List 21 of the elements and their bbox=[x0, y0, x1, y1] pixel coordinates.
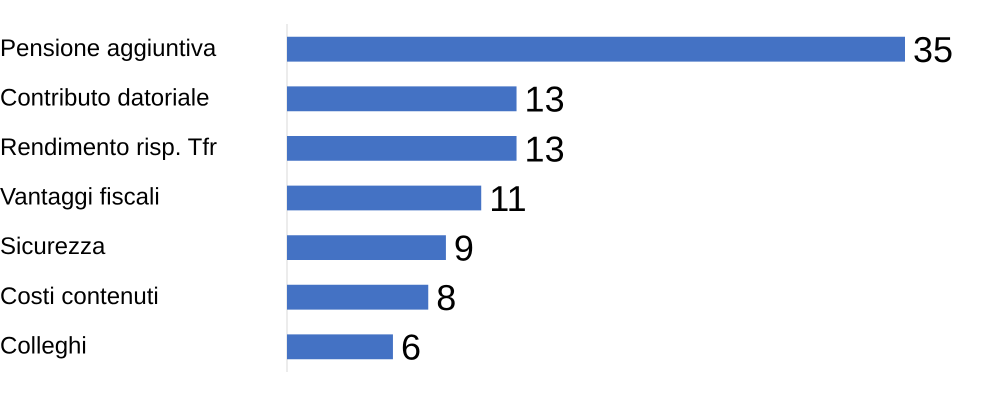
bar bbox=[287, 136, 517, 161]
y-tick-label: Sicurezza bbox=[0, 233, 106, 260]
y-tick-label: Costi contenuti bbox=[0, 282, 159, 310]
bar bbox=[287, 235, 446, 260]
data-label: 13 bbox=[524, 78, 565, 120]
y-tick-label: Colleghi bbox=[0, 332, 87, 360]
data-label: 13 bbox=[524, 128, 565, 170]
bar bbox=[287, 186, 482, 210]
y-tick-label: Vantaggi fiscali bbox=[0, 184, 160, 211]
data-label: 9 bbox=[454, 228, 474, 269]
y-tick-label: Contributo datoriale bbox=[0, 84, 210, 112]
y-tick-label: Rendimento risp. Tfr bbox=[0, 134, 217, 162]
data-label: 35 bbox=[913, 29, 954, 70]
data-label: 6 bbox=[400, 326, 421, 368]
data-label: 8 bbox=[436, 277, 456, 318]
data-label: 11 bbox=[489, 178, 527, 219]
bar bbox=[287, 36, 905, 62]
bar bbox=[287, 284, 428, 310]
y-tick-label: Pensione aggiuntiva bbox=[0, 34, 217, 62]
bar bbox=[287, 86, 517, 112]
bar bbox=[287, 334, 393, 360]
